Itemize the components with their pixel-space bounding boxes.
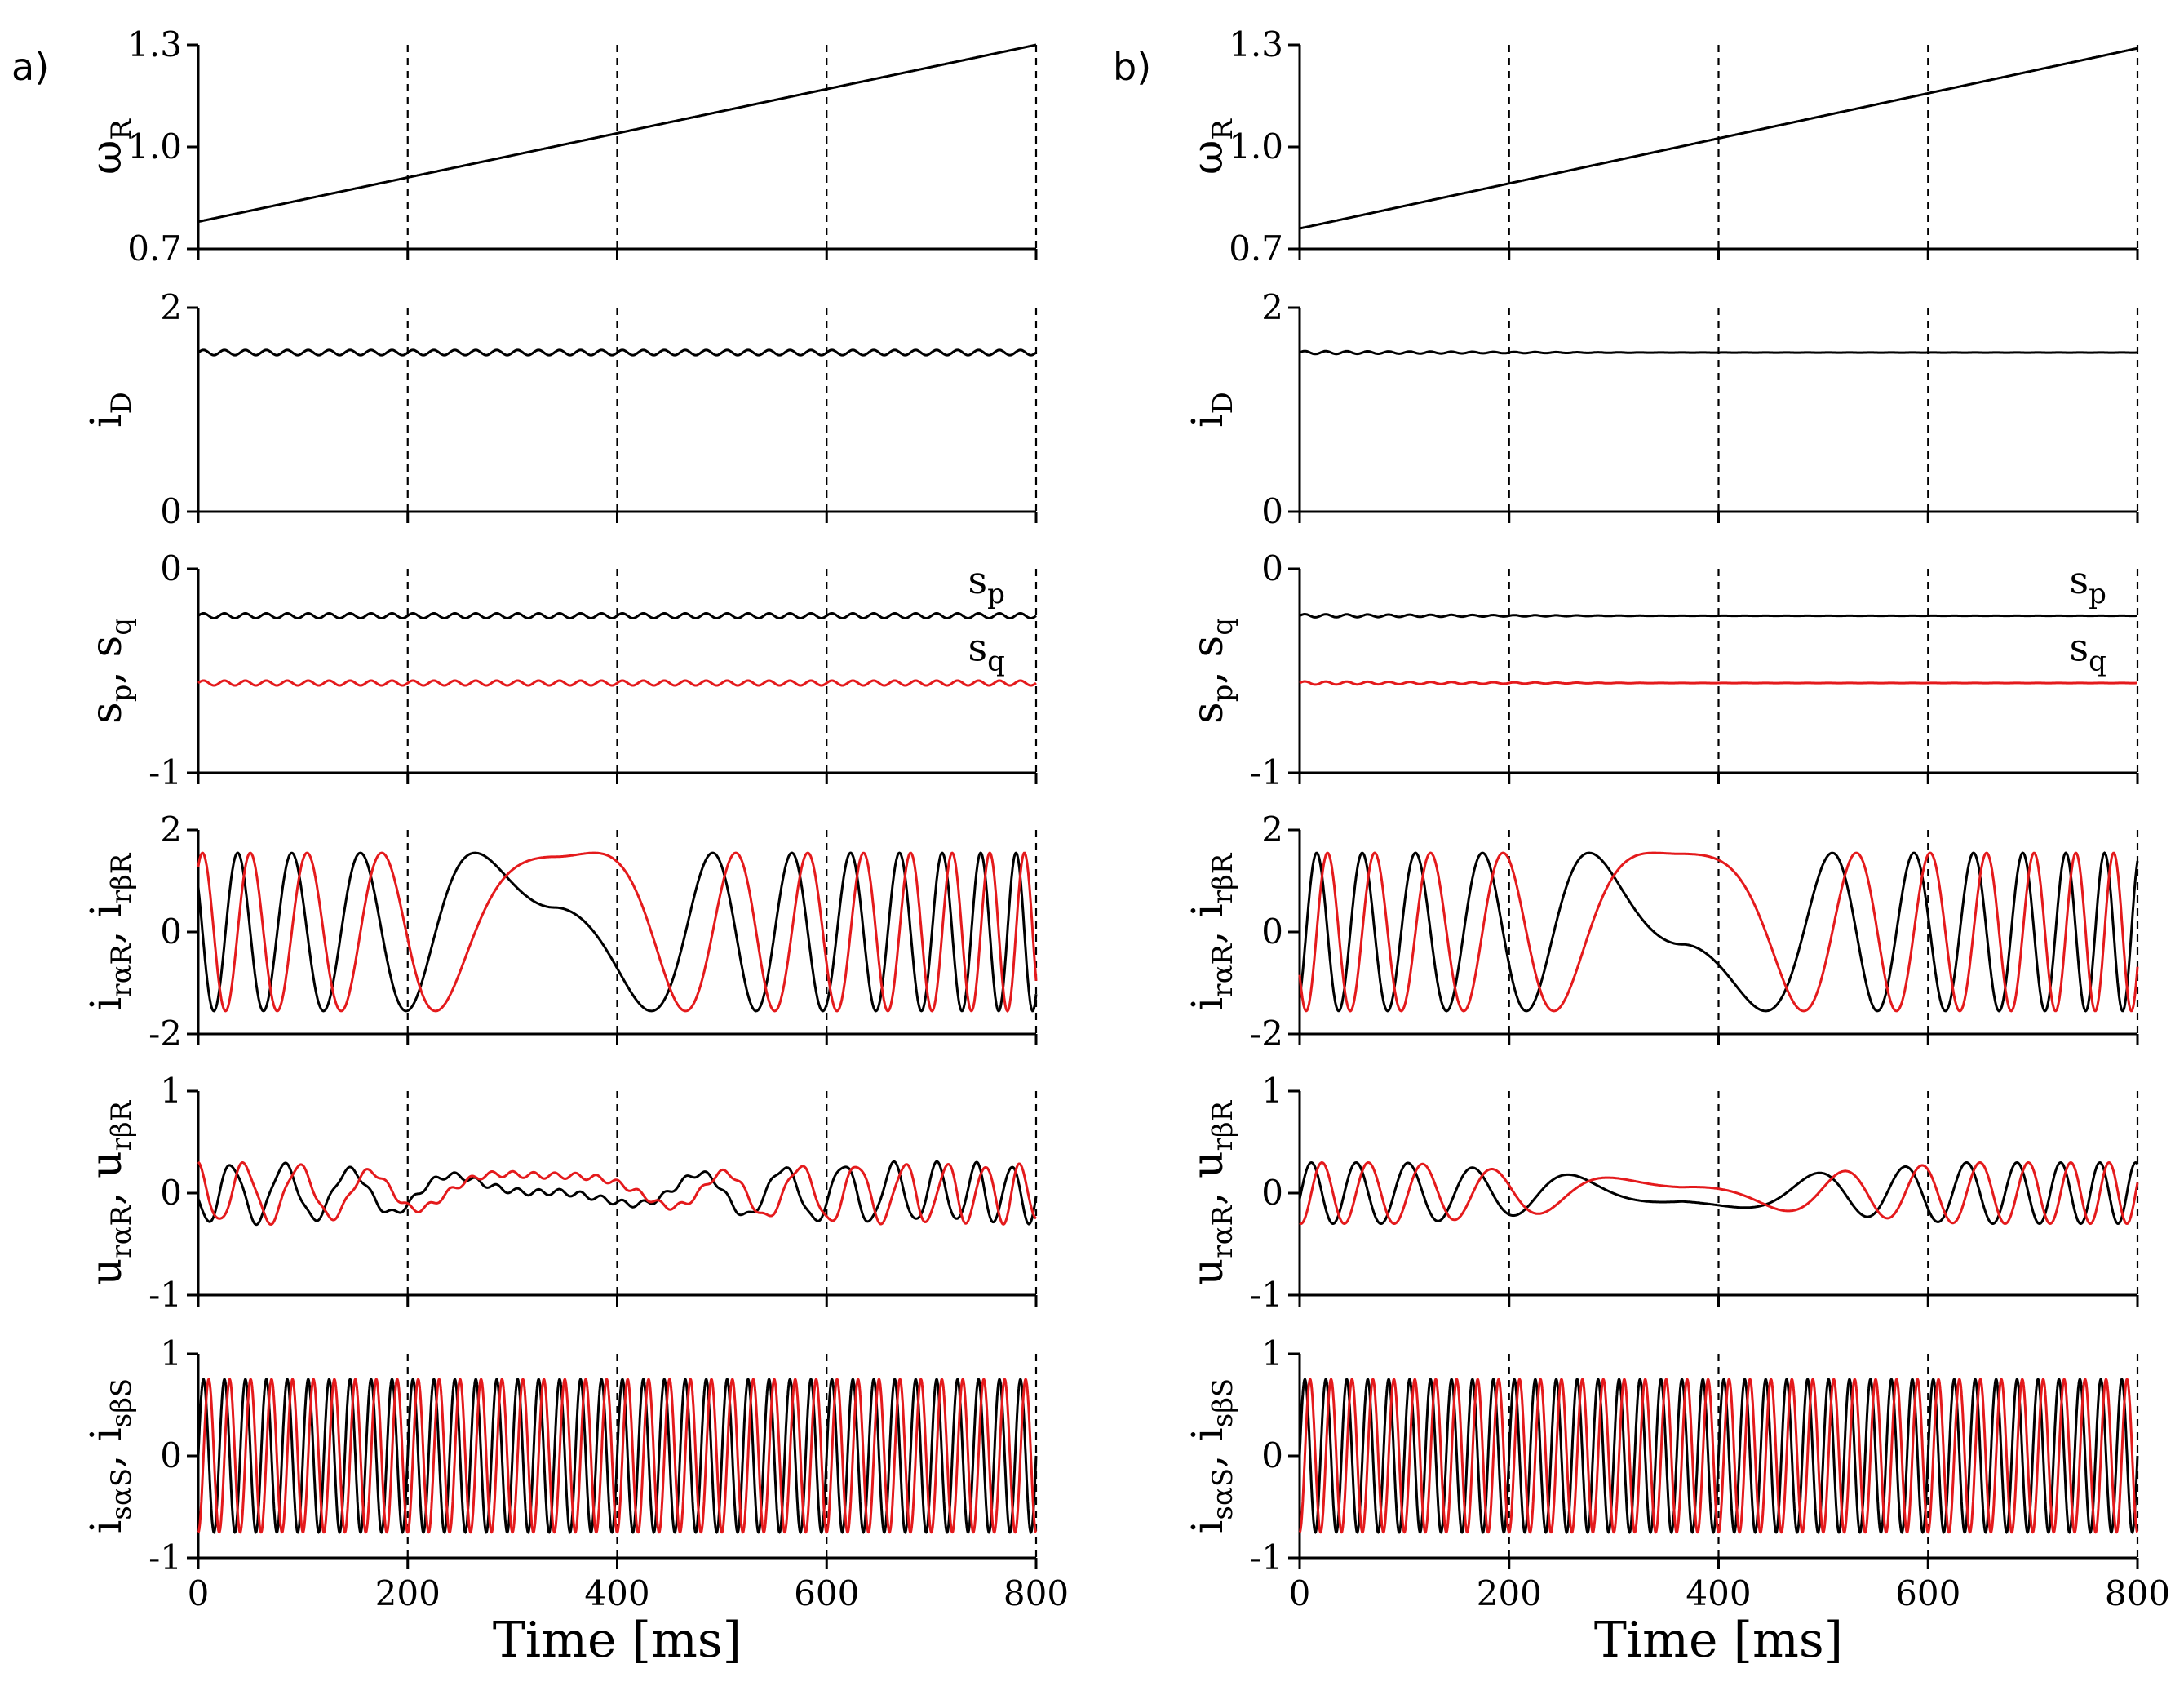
subplot-s: -1 0 sp, sq sp sq xyxy=(1184,548,2139,792)
series-omega_R xyxy=(197,43,1037,224)
y-axis-label: irαR, irβR xyxy=(82,852,138,1010)
series-i_rαR xyxy=(1298,851,2139,1013)
subplot-ir: -2 0 2 irαR, irβR xyxy=(82,810,1038,1054)
y-tick-label: -1 xyxy=(148,1275,182,1315)
series-s_p xyxy=(1299,613,2137,619)
y-tick-label: 1 xyxy=(1261,1071,1283,1111)
series-s_p xyxy=(197,612,1037,619)
x-tick-label: 0 xyxy=(1289,1573,1311,1613)
series-annotation: sp xyxy=(968,558,1005,610)
y-axis-label: sp, sq xyxy=(1184,618,1239,724)
subplot-iD: 0 2 iD xyxy=(1184,287,2139,531)
y-axis-label: sp, sq xyxy=(82,618,138,724)
series-s_q xyxy=(1299,680,2137,686)
subplot-omega: 0.7 1.0 1.3 ωR xyxy=(82,24,1038,268)
x-tick-label: 400 xyxy=(584,1573,649,1613)
series-i_D xyxy=(1299,349,2137,356)
subplot-s: -1 0 sp, sq sp sq xyxy=(82,548,1038,792)
y-axis-label: iD xyxy=(82,392,138,428)
subplot-iD: 0 2 iD xyxy=(82,287,1038,531)
y-tick-label: 2 xyxy=(160,287,182,327)
y-tick-label: -1 xyxy=(1250,1275,1283,1315)
y-tick-label: 2 xyxy=(160,810,182,850)
series-u_rαR xyxy=(1298,1160,2139,1226)
series-u_rαR xyxy=(197,1160,1038,1227)
series-u_rβR xyxy=(197,1160,1037,1227)
y-axis-label: isαS, isβS xyxy=(1184,1378,1239,1533)
series-i_sαS xyxy=(197,1378,1038,1534)
y-tick-label: 1.0 xyxy=(127,126,182,166)
y-tick-label: 0 xyxy=(1261,491,1283,531)
x-tick-label: 800 xyxy=(1003,1573,1069,1613)
series-i_D xyxy=(197,348,1037,357)
y-tick-label: 1.0 xyxy=(1229,126,1283,166)
panel-label: b) xyxy=(1113,45,1151,89)
series-i_sαS xyxy=(1298,1378,2139,1534)
series-i_rαR xyxy=(197,851,1038,1013)
y-axis-label: isαS, isβS xyxy=(82,1378,138,1533)
panel-label: a) xyxy=(11,45,49,89)
y-tick-label: 0 xyxy=(160,548,182,588)
y-tick-label: 2 xyxy=(1261,810,1283,850)
series-annotation: sq xyxy=(968,626,1005,678)
y-tick-label: 0.7 xyxy=(1229,228,1283,268)
x-tick-label: 600 xyxy=(794,1573,859,1613)
y-tick-label: -2 xyxy=(148,1014,182,1054)
y-tick-label: 1 xyxy=(160,1333,182,1373)
x-axis-label: Time [ms] xyxy=(1594,1612,1843,1669)
y-tick-label: 1 xyxy=(160,1071,182,1111)
y-axis-label: urαR, urβR xyxy=(82,1099,138,1285)
series-annotation: sq xyxy=(2070,626,2106,678)
y-tick-label: -1 xyxy=(148,1537,182,1577)
x-tick-label: 600 xyxy=(1895,1573,1960,1613)
y-tick-label: 0 xyxy=(160,1173,182,1213)
x-tick-label: 200 xyxy=(375,1573,441,1613)
series-i_sβS xyxy=(197,1378,1038,1534)
y-tick-label: 1 xyxy=(1261,1333,1283,1373)
x-tick-label: 200 xyxy=(1477,1573,1542,1613)
y-tick-label: 0 xyxy=(160,1435,182,1475)
y-axis-label: ωR xyxy=(82,118,138,175)
series-annotation: sp xyxy=(2070,558,2106,610)
y-tick-label: -1 xyxy=(1250,752,1283,792)
y-axis-label: urαR, urβR xyxy=(1184,1099,1239,1285)
y-tick-label: 2 xyxy=(1261,287,1283,327)
y-tick-label: -1 xyxy=(148,752,182,792)
series-i_rβR xyxy=(197,851,1038,1013)
y-tick-label: -2 xyxy=(1250,1014,1283,1054)
series-s_q xyxy=(197,679,1037,687)
y-tick-label: 0 xyxy=(160,491,182,531)
y-tick-label: 0 xyxy=(160,912,182,952)
series-i_rβR xyxy=(1298,851,2139,1013)
subplot-omega: 0.7 1.0 1.3 ωR xyxy=(1184,24,2139,268)
subplot-ur: -1 0 1 urαR, urβR xyxy=(82,1071,1038,1315)
x-axis-label: Time [ms] xyxy=(493,1612,742,1669)
subplot-ur: -1 0 1 urαR, urβR xyxy=(1184,1071,2139,1315)
y-tick-label: 0.7 xyxy=(127,228,182,268)
y-tick-label: 0 xyxy=(1261,912,1283,952)
series-u_rβR xyxy=(1299,1160,2139,1226)
y-axis-label: irαR, irβR xyxy=(1184,852,1239,1010)
subplot-ir: -2 0 2 irαR, irβR xyxy=(1184,810,2139,1054)
y-tick-label: 0 xyxy=(1261,1435,1283,1475)
y-tick-label: 1.3 xyxy=(1229,24,1283,64)
series-omega_R xyxy=(1299,47,2138,230)
y-tick-label: 0 xyxy=(1261,1173,1283,1213)
y-axis-label: iD xyxy=(1184,392,1239,428)
x-tick-label: 0 xyxy=(188,1573,210,1613)
y-axis-label: ωR xyxy=(1184,118,1239,175)
y-tick-label: 0 xyxy=(1261,548,1283,588)
x-tick-label: 800 xyxy=(2105,1573,2170,1613)
x-tick-label: 400 xyxy=(1686,1573,1751,1613)
series-i_sβS xyxy=(1298,1378,2139,1534)
y-tick-label: 1.3 xyxy=(127,24,182,64)
y-tick-label: -1 xyxy=(1250,1537,1283,1577)
